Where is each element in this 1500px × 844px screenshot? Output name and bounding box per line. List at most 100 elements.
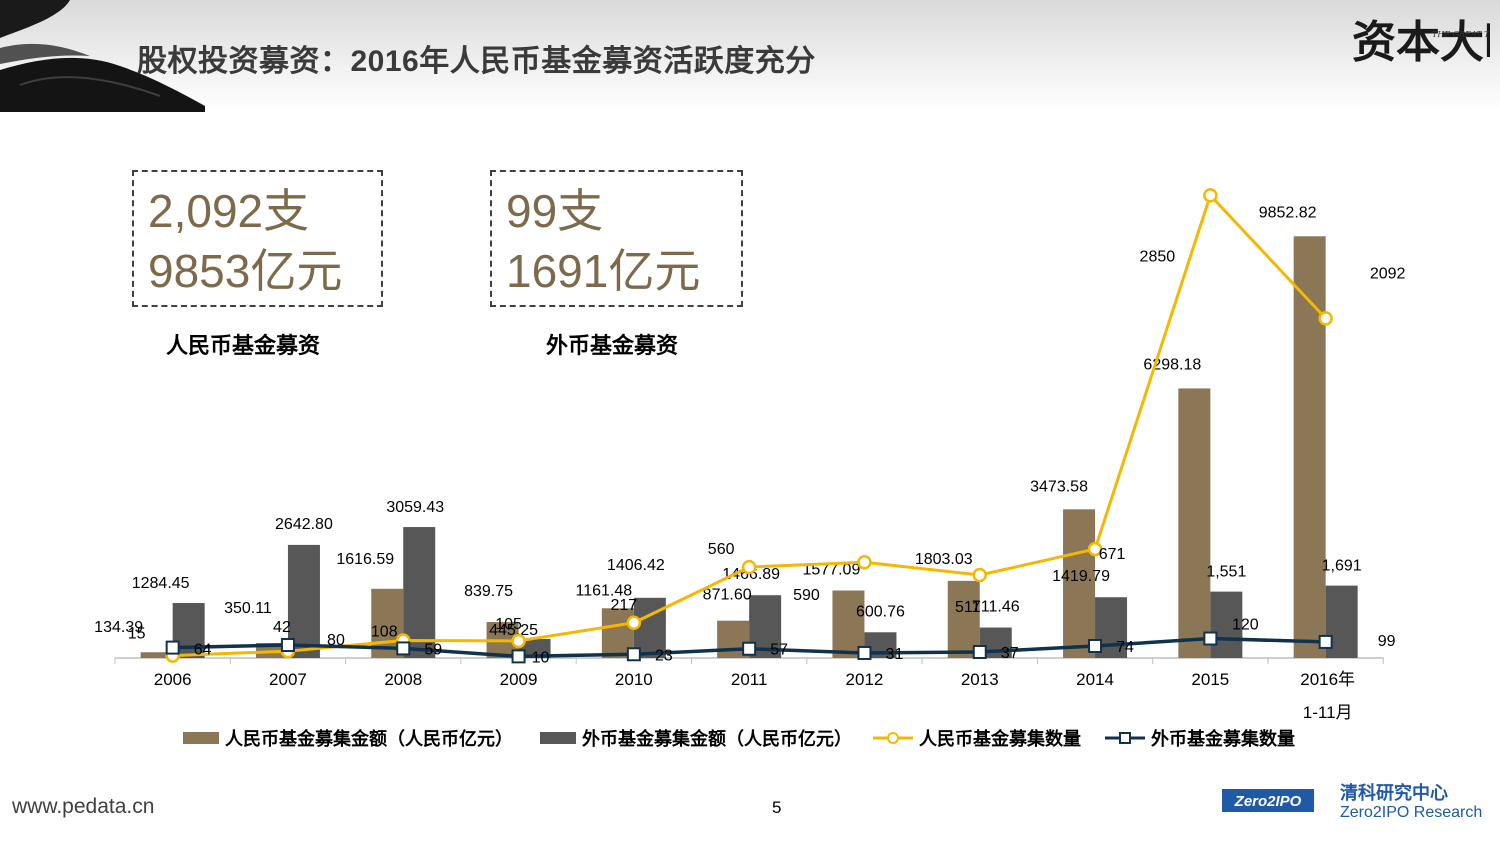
bar-fx-amount bbox=[1210, 591, 1243, 658]
bar-label-rmb-amount: 1577.09 bbox=[803, 562, 861, 579]
bar-label-fx-amount: 1,691 bbox=[1322, 558, 1362, 575]
legend-rmb-amount-swatch bbox=[183, 732, 219, 744]
line-label-rmb-count: 217 bbox=[610, 597, 637, 614]
line-label-rmb-count: 2092 bbox=[1370, 265, 1406, 282]
fx-stat-box: 99支 1691亿元 bbox=[490, 170, 743, 307]
bar-label-rmb-amount: 9852.82 bbox=[1259, 204, 1317, 221]
line-label-fx-count: 37 bbox=[1001, 645, 1019, 662]
rmb-stat-caption: 人民币基金募资 bbox=[166, 333, 321, 358]
legend-fx-count-label: 外币基金募集数量 bbox=[1151, 729, 1295, 749]
bar-rmb-amount bbox=[1178, 388, 1211, 658]
top-right-brand-logo: 资本大时代 THE GREAT TIME bbox=[1352, 17, 1490, 68]
marker-rmb-count bbox=[741, 559, 757, 575]
marker-fx-count bbox=[165, 640, 180, 655]
page-number: 5 bbox=[772, 798, 782, 817]
x-tick-label: 2014 bbox=[1076, 670, 1114, 689]
x-tick-label: 2016年 bbox=[1300, 670, 1355, 689]
x-tick-label: 1-11月 bbox=[1303, 703, 1353, 722]
page-title: 股权投资募资：2016年人民币基金募资活跃度充分 bbox=[137, 45, 816, 78]
marker-fx-count bbox=[396, 641, 411, 656]
x-tick-label: 2013 bbox=[961, 670, 999, 689]
zero2ipo-logo-text: Zero2IPO bbox=[1234, 793, 1302, 810]
legend-rmb-count: 人民币基金募集数量 bbox=[873, 727, 1081, 749]
zero2ipo-logo: Zero2IPO bbox=[1222, 789, 1314, 812]
line-label-fx-count: 23 bbox=[655, 647, 673, 664]
legend-fx-amount: 外币基金募集金额（人民币亿元） bbox=[540, 727, 852, 749]
x-tick-label: 2008 bbox=[384, 670, 422, 689]
bar-label-rmb-amount: 1616.59 bbox=[336, 551, 394, 568]
x-tick-label: 2011 bbox=[731, 670, 768, 689]
line-label-fx-count: 120 bbox=[1232, 617, 1259, 634]
bar-label-fx-amount: 711.46 bbox=[972, 599, 1020, 616]
bar-label-rmb-amount: 1803.03 bbox=[915, 551, 973, 568]
marker-rmb-count bbox=[1203, 188, 1218, 203]
logo-small-text: THE GREAT TIME bbox=[1432, 30, 1490, 39]
bar-label-fx-amount: 3059.43 bbox=[386, 499, 444, 516]
org-name-cn: 清科研究中心 bbox=[1340, 783, 1448, 803]
x-tick-label: 2006 bbox=[154, 670, 192, 689]
marker-rmb-count bbox=[857, 554, 872, 570]
bar-label-fx-amount: 445.25 bbox=[489, 622, 538, 639]
bar-label-fx-amount: 1,551 bbox=[1206, 564, 1246, 581]
line-label-fx-count: 74 bbox=[1116, 639, 1134, 656]
x-tick-label: 2007 bbox=[269, 670, 307, 689]
legend-rmb-count-swatch bbox=[873, 732, 913, 744]
bar-label-fx-amount: 1466.89 bbox=[722, 566, 780, 583]
marker-fx-count bbox=[972, 644, 987, 659]
x-tick-label: 2009 bbox=[500, 670, 538, 689]
x-tick-label: 2010 bbox=[615, 670, 653, 689]
line-label-fx-count: 57 bbox=[770, 642, 788, 659]
legend-fx-count-swatch bbox=[1105, 732, 1145, 744]
marker-rmb-count bbox=[511, 633, 526, 649]
fx-fund-count: 99支 bbox=[506, 185, 604, 237]
marker-fx-count bbox=[280, 638, 295, 653]
marker-fx-count bbox=[511, 649, 526, 664]
legend-rmb-count-label: 人民币基金募集数量 bbox=[919, 729, 1081, 749]
fx-fund-amount: 1691亿元 bbox=[506, 245, 701, 297]
line-label-fx-count: 59 bbox=[424, 641, 442, 658]
line-label-rmb-count: 590 bbox=[793, 587, 820, 604]
line-label-rmb-count: 108 bbox=[371, 623, 398, 640]
line-label-rmb-count: 511 bbox=[955, 599, 981, 616]
line-label-fx-count: 31 bbox=[886, 646, 904, 663]
bar-label-rmb-amount: 350.11 bbox=[224, 600, 272, 617]
marker-fx-count bbox=[1318, 634, 1333, 649]
bar-fx-amount bbox=[518, 638, 551, 658]
marker-rmb-count bbox=[1318, 311, 1333, 326]
rmb-fund-count: 2,092支 bbox=[148, 185, 310, 237]
marker-rmb-count bbox=[1087, 541, 1103, 557]
bar-label-rmb-amount: 871.60 bbox=[703, 587, 752, 604]
line-label-rmb-count: 671 bbox=[1099, 546, 1126, 563]
line-label-fx-count: 80 bbox=[327, 632, 345, 649]
line-label-fx-count: 99 bbox=[1378, 633, 1396, 650]
bar-label-rmb-amount: 134.39 bbox=[94, 619, 143, 636]
marker-rmb-count bbox=[626, 615, 642, 631]
org-name-en: Zero2IPO Research bbox=[1340, 804, 1483, 821]
line-label-fx-count: 10 bbox=[532, 649, 550, 666]
legend-fx-amount-swatch bbox=[540, 732, 576, 744]
line-label-rmb-count: 15 bbox=[128, 626, 146, 643]
bar-label-fx-amount: 1406.42 bbox=[607, 557, 665, 574]
rmb-fund-amount: 9853亿元 bbox=[148, 245, 343, 297]
bar-rmb-amount bbox=[140, 652, 173, 658]
legend-fx-amount-label: 外币基金募集金额（人民币亿元） bbox=[582, 729, 852, 749]
legend-rmb-amount: 人民币基金募集金额（人民币亿元） bbox=[183, 727, 513, 749]
bar-label-rmb-amount: 839.75 bbox=[464, 583, 513, 600]
marker-fx-count bbox=[742, 641, 757, 656]
marker-fx-count bbox=[1088, 638, 1103, 653]
bar-label-fx-amount: 1419.79 bbox=[1052, 568, 1110, 585]
logo-char-1: 资本大时代 bbox=[1352, 17, 1490, 68]
footer-url[interactable]: www.pedata.cn bbox=[12, 795, 155, 818]
marker-fx-count bbox=[626, 647, 641, 662]
bar-label-rmb-amount: 1161.48 bbox=[576, 582, 633, 599]
legend-rmb-amount-label: 人民币基金募集金额（人民币亿元） bbox=[225, 729, 513, 749]
bar-label-fx-amount: 1284.45 bbox=[132, 575, 190, 592]
ink-brush-decoration bbox=[0, 0, 205, 112]
line-label-rmb-count: 105 bbox=[495, 616, 522, 633]
marker-rmb-count bbox=[972, 567, 987, 583]
line-label-rmb-count: 42 bbox=[273, 619, 291, 636]
bar-rmb-amount bbox=[1293, 236, 1326, 658]
line-label-fx-count: 64 bbox=[194, 642, 212, 659]
header-band bbox=[0, 0, 1500, 112]
